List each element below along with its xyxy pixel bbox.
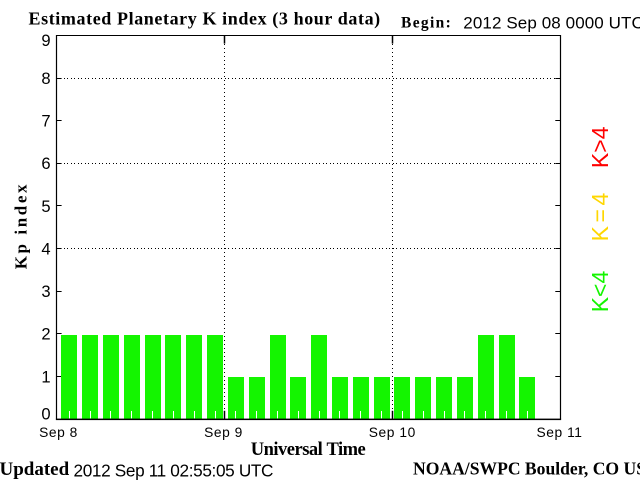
svg-text:NOAA/SWPC Boulder, CO USA: NOAA/SWPC Boulder, CO USA [413, 459, 640, 479]
svg-text:2012 Sep 11 02:55:05 UTC: 2012 Sep 11 02:55:05 UTC [74, 460, 274, 480]
svg-text:7: 7 [41, 112, 50, 131]
svg-text:0: 0 [41, 405, 50, 424]
svg-text:Sep 8: Sep 8 [39, 425, 78, 440]
svg-text:K<4: K<4 [587, 271, 613, 313]
svg-text:Estimated Planetary K index (3: Estimated Planetary K index (3 hour data… [29, 8, 381, 29]
svg-text:Sep 9: Sep 9 [204, 425, 243, 440]
svg-text:K>4: K>4 [587, 126, 613, 168]
svg-text:K=4: K=4 [587, 189, 613, 241]
svg-text:Sep 11: Sep 11 [536, 425, 582, 440]
svg-text:2012 Sep 08 0000 UTC: 2012 Sep 08 0000 UTC [463, 14, 640, 33]
svg-text:1: 1 [41, 367, 50, 386]
svg-text:Universal Time: Universal Time [251, 440, 366, 460]
svg-text:5: 5 [41, 197, 50, 216]
svg-text:Begin:: Begin: [401, 15, 452, 32]
svg-text:4: 4 [41, 239, 50, 258]
svg-text:2: 2 [41, 325, 50, 344]
svg-text:8: 8 [41, 69, 50, 88]
svg-text:Sep 10: Sep 10 [369, 425, 416, 440]
svg-text:Kp index: Kp index [12, 182, 31, 269]
svg-text:3: 3 [41, 282, 50, 301]
svg-text:6: 6 [41, 154, 50, 173]
svg-text:Updated: Updated [0, 459, 70, 480]
svg-text:9: 9 [41, 31, 50, 50]
